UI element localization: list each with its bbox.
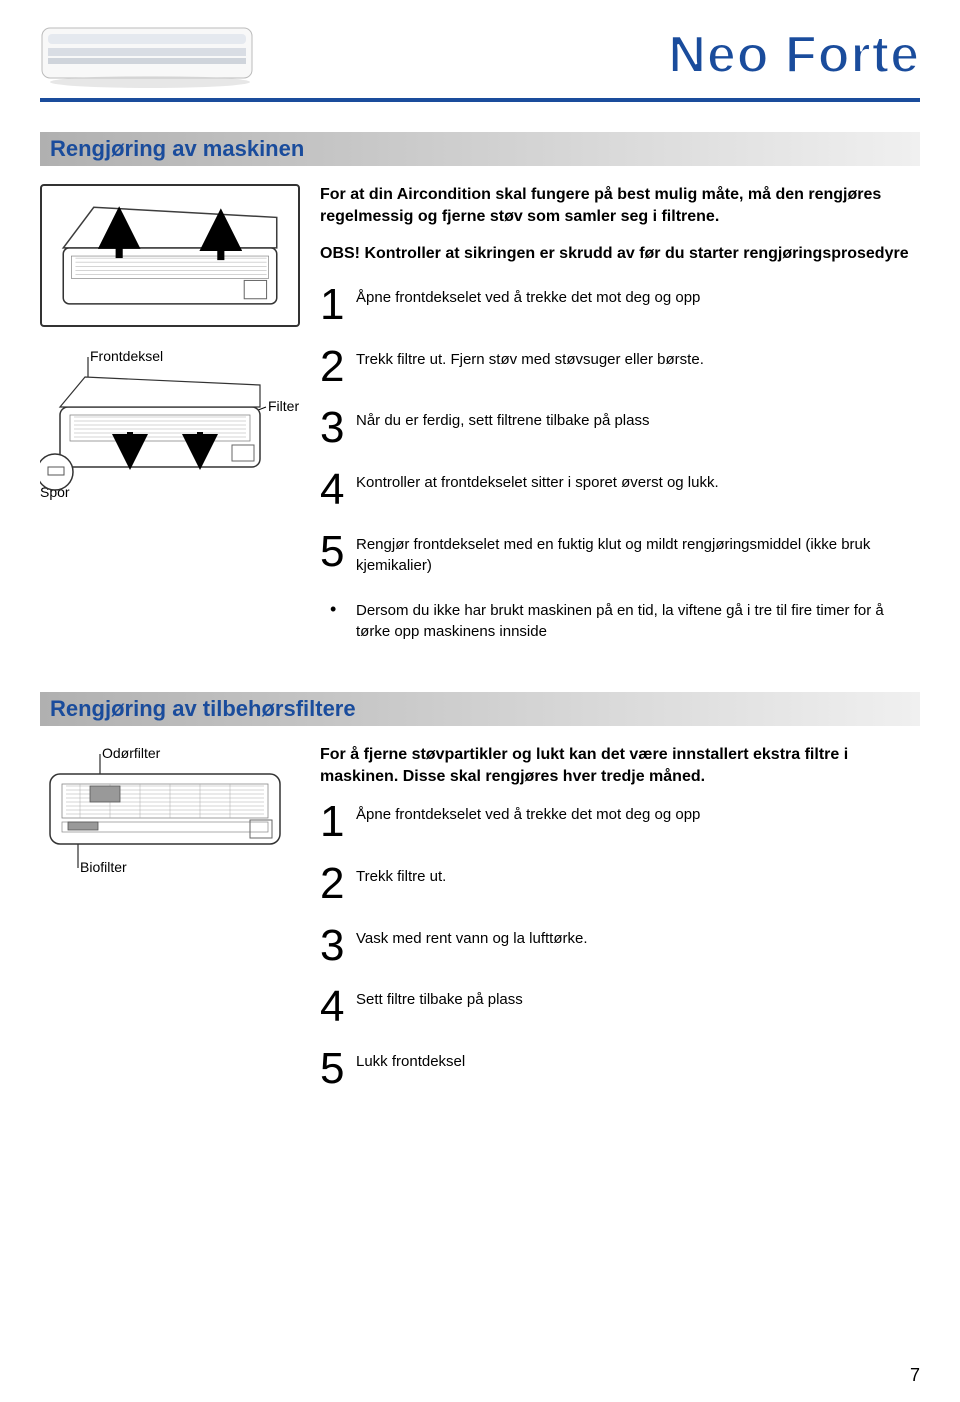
step-number: 3 — [320, 926, 356, 966]
section2-diagrams: Odørfilter Biofilter — [40, 744, 300, 889]
section1-title: Rengjøring av maskinen — [40, 132, 920, 166]
diagram-labeled: Frontdeksel Filter Spor — [40, 347, 300, 512]
step-number: 4 — [320, 987, 356, 1027]
step-number: 5 — [320, 1049, 356, 1089]
s1-bullet: • Dersom du ikke har brukt maskinen på e… — [320, 598, 920, 642]
step-number: 1 — [320, 802, 356, 842]
step-number: 1 — [320, 285, 356, 325]
step-text: Når du er ferdig, sett filtrene tilbake … — [356, 408, 649, 431]
step-text: Åpne frontdekselet ved å trekke det mot … — [356, 285, 700, 308]
section1-diagrams: Frontdeksel Filter Spor — [40, 184, 300, 512]
s2-step-2: 2 Trekk filtre ut. — [320, 864, 920, 904]
step-number: 2 — [320, 864, 356, 904]
s2-step-1: 1 Åpne frontdekselet ved å trekke det mo… — [320, 802, 920, 842]
section2-title: Rengjøring av tilbehørsfiltere — [40, 692, 920, 726]
s1-step-3: 3 Når du er ferdig, sett filtrene tilbak… — [320, 408, 920, 448]
s1-step-4: 4 Kontroller at frontdekselet sitter i s… — [320, 470, 920, 510]
step-number: 2 — [320, 347, 356, 387]
brand-title: Neo Forte — [668, 25, 920, 85]
label-frontdeksel: Frontdeksel — [90, 348, 163, 364]
s1-step-5: 5 Rengjør frontdekselet med en fuktig kl… — [320, 532, 920, 576]
label-odorfilter: Odørfilter — [102, 745, 161, 761]
s2-step-4: 4 Sett filtre tilbake på plass — [320, 987, 920, 1027]
step-text: Åpne frontdekselet ved å trekke det mot … — [356, 802, 700, 825]
bullet-icon: • — [320, 598, 356, 621]
diagram-open-cover — [40, 184, 300, 327]
s1-step-1: 1 Åpne frontdekselet ved å trekke det mo… — [320, 285, 920, 325]
step-number: 3 — [320, 408, 356, 448]
section1-intro: For at din Aircondition skal fungere på … — [320, 184, 920, 229]
page-header: Neo Forte — [40, 0, 920, 102]
label-filter: Filter — [268, 398, 299, 414]
step-number: 4 — [320, 470, 356, 510]
step-text: Rengjør frontdekselet med en fuktig klut… — [356, 532, 920, 576]
step-text: Trekk filtre ut. — [356, 864, 446, 887]
step-text: Kontroller at frontdekselet sitter i spo… — [356, 470, 719, 493]
s2-step-3: 3 Vask med rent vann og la lufttørke. — [320, 926, 920, 966]
obs-prefix: OBS! — [320, 245, 364, 262]
step-number: 5 — [320, 532, 356, 572]
bullet-text: Dersom du ikke har brukt maskinen på en … — [356, 598, 920, 642]
s2-step-5: 5 Lukk frontdeksel — [320, 1049, 920, 1089]
s1-step-2: 2 Trekk filtre ut. Fjern støv med støvsu… — [320, 347, 920, 387]
page-number: 7 — [910, 1365, 920, 1386]
product-photo — [40, 20, 260, 90]
section1-obs: OBS! Kontroller at sikringen er skrudd a… — [320, 243, 920, 265]
obs-text: Kontroller at sikringen er skrudd av før… — [364, 245, 908, 262]
step-text: Lukk frontdeksel — [356, 1049, 465, 1072]
section2-intro: For å fjerne støvpartikler og lukt kan d… — [320, 744, 920, 789]
step-text: Trekk filtre ut. Fjern støv med støvsuge… — [356, 347, 704, 370]
step-text: Vask med rent vann og la lufttørke. — [356, 926, 588, 949]
step-text: Sett filtre tilbake på plass — [356, 987, 523, 1010]
label-biofilter: Biofilter — [80, 859, 127, 875]
